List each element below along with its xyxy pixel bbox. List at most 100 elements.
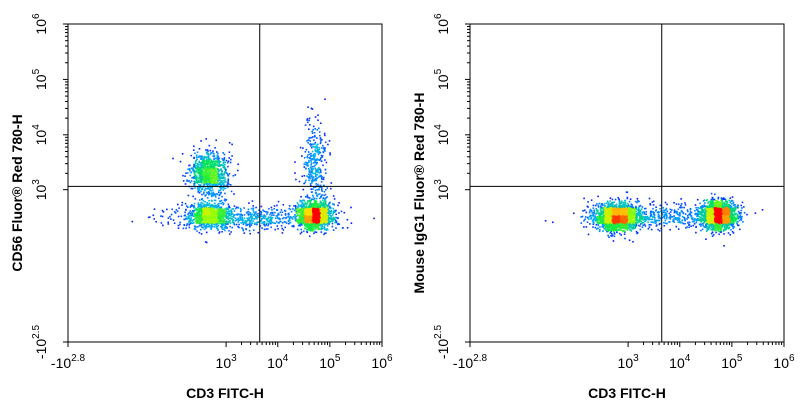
event-dot bbox=[324, 223, 326, 226]
event-dot bbox=[308, 117, 311, 120]
event-dot bbox=[319, 169, 322, 172]
event-dot bbox=[153, 218, 155, 220]
event-dot bbox=[301, 217, 303, 219]
event-dot bbox=[295, 210, 297, 213]
event-dot bbox=[187, 172, 189, 174]
event-dot bbox=[321, 211, 323, 213]
event-dot bbox=[223, 222, 226, 225]
event-dot bbox=[254, 216, 257, 219]
event-dot bbox=[191, 215, 193, 217]
event-dot bbox=[195, 177, 198, 180]
event-dot bbox=[305, 196, 307, 198]
event-dot bbox=[307, 161, 309, 164]
event-dot bbox=[318, 172, 321, 174]
event-dot bbox=[216, 160, 218, 163]
event-dot bbox=[293, 205, 295, 207]
event-dot bbox=[179, 221, 181, 224]
event-dot bbox=[319, 208, 321, 210]
event-dot bbox=[250, 214, 252, 217]
event-dot bbox=[207, 169, 210, 171]
event-dot bbox=[314, 146, 316, 148]
event-dot bbox=[307, 217, 310, 220]
event-dot bbox=[311, 154, 314, 157]
event-dot bbox=[208, 173, 210, 176]
event-dot bbox=[197, 177, 200, 179]
event-dot bbox=[210, 180, 213, 183]
event-dot bbox=[223, 159, 225, 161]
event-dot bbox=[325, 218, 327, 221]
event-dot bbox=[213, 171, 216, 173]
event-dot bbox=[320, 217, 323, 219]
event-dot bbox=[308, 171, 311, 173]
event-dot bbox=[622, 204, 624, 206]
event-dot bbox=[295, 220, 297, 222]
event-dot bbox=[227, 161, 229, 164]
event-dot bbox=[288, 205, 291, 207]
event-dot bbox=[318, 167, 320, 169]
event-dot bbox=[622, 205, 624, 208]
event-dot bbox=[207, 150, 209, 152]
event-dot bbox=[287, 222, 290, 225]
event-dot bbox=[316, 158, 318, 160]
event-dot bbox=[320, 218, 322, 221]
event-dot bbox=[309, 214, 312, 217]
event-dot bbox=[202, 221, 204, 224]
event-dot bbox=[310, 107, 313, 110]
event-dot bbox=[332, 229, 335, 231]
event-dot bbox=[242, 223, 245, 225]
event-dot bbox=[218, 210, 221, 213]
event-dot bbox=[206, 173, 208, 175]
event-dot bbox=[313, 197, 316, 200]
event-dot bbox=[584, 216, 587, 218]
event-dot bbox=[196, 226, 199, 228]
event-dot bbox=[260, 220, 262, 223]
event-dot bbox=[219, 219, 222, 221]
event-dot bbox=[312, 202, 314, 205]
event-dot bbox=[316, 173, 319, 176]
event-dot bbox=[318, 188, 320, 191]
event-dot bbox=[257, 212, 259, 215]
event-dot bbox=[210, 166, 212, 169]
event-dot bbox=[350, 206, 352, 209]
event-dot bbox=[315, 212, 317, 215]
event-dot bbox=[212, 215, 215, 217]
event-dot bbox=[218, 220, 220, 222]
event-dot bbox=[326, 216, 329, 218]
event-dot bbox=[249, 220, 252, 223]
event-dot bbox=[310, 218, 312, 221]
event-dot bbox=[300, 219, 303, 221]
event-dot bbox=[309, 200, 312, 203]
event-dot bbox=[213, 194, 215, 196]
event-dot bbox=[250, 213, 252, 216]
event-dot bbox=[323, 146, 325, 149]
event-dot bbox=[209, 221, 212, 224]
event-dot bbox=[219, 222, 221, 225]
event-dot bbox=[337, 204, 339, 207]
event-dot bbox=[202, 165, 204, 167]
event-dot bbox=[198, 156, 200, 158]
event-dot bbox=[589, 208, 592, 211]
event-dot bbox=[308, 153, 311, 156]
event-dot bbox=[131, 220, 134, 223]
event-dot bbox=[198, 208, 200, 211]
event-dot bbox=[323, 213, 325, 216]
event-dot bbox=[202, 174, 205, 176]
event-dot bbox=[204, 170, 206, 172]
event-dot bbox=[327, 211, 329, 213]
event-dot bbox=[267, 216, 270, 218]
event-dot bbox=[193, 184, 196, 187]
event-dot bbox=[236, 214, 239, 216]
event-dot bbox=[304, 227, 307, 230]
event-dot bbox=[287, 219, 290, 222]
event-dot bbox=[316, 177, 318, 179]
event-dot bbox=[203, 184, 205, 186]
event-dot bbox=[322, 151, 325, 153]
event-dot bbox=[216, 203, 219, 206]
event-dot bbox=[323, 176, 325, 179]
event-dot bbox=[213, 180, 215, 183]
event-dot bbox=[305, 148, 308, 151]
event-dot bbox=[306, 194, 309, 196]
event-dot bbox=[319, 184, 322, 187]
event-dot bbox=[314, 135, 316, 138]
